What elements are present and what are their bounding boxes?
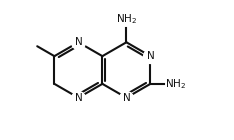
Text: NH$_2$: NH$_2$ xyxy=(165,77,186,91)
Text: N: N xyxy=(146,51,154,61)
Text: N: N xyxy=(74,37,82,47)
Text: NH$_2$: NH$_2$ xyxy=(116,13,137,26)
Text: N: N xyxy=(123,93,130,103)
Text: N: N xyxy=(74,93,82,103)
